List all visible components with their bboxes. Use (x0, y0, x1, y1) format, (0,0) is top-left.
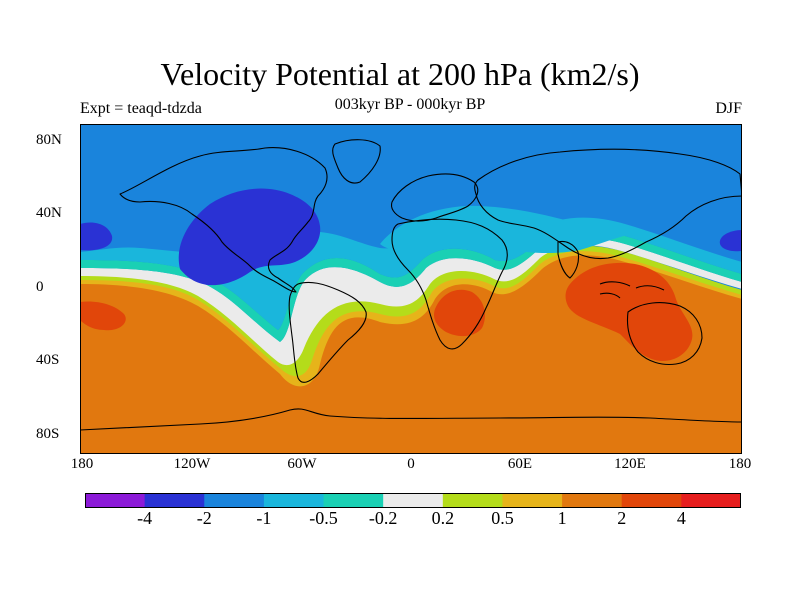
map-frame (80, 124, 742, 454)
colorbar-cell (621, 493, 682, 508)
lon-tick-label: 60E (507, 456, 533, 472)
colorbar-tick-label: 2 (617, 508, 627, 528)
coastline-greenland (332, 139, 381, 184)
green-band (80, 245, 742, 377)
colorbar-cell (204, 493, 265, 508)
coastline-antarctica (80, 408, 742, 431)
colorbar-cell (681, 493, 741, 508)
lon-tick-label: 120E (614, 456, 646, 472)
lat-tick-label: 0 (36, 279, 44, 295)
colorbar-tick-label: 0.2 (431, 508, 455, 528)
lon-tick-label: 180 (70, 456, 94, 472)
lon-tick-label: 0 (407, 456, 415, 472)
colorbar-frame (85, 493, 741, 508)
coastline-australia (626, 302, 703, 366)
lat-tick-label: 80N (36, 132, 62, 148)
negative-blob-west (80, 222, 113, 251)
colorbar-cell (502, 493, 563, 508)
coastline-south-america (288, 281, 367, 383)
colorbar-tick-label: -0.2 (368, 508, 398, 528)
colorbar-tick-label: 1 (557, 508, 567, 528)
lon-tick-label: 60W (287, 456, 317, 472)
lat-tick-label: 40N (36, 205, 62, 221)
colorbar-cell (263, 493, 325, 508)
coastline-north-america (119, 147, 328, 293)
teal-band (80, 229, 742, 342)
neutral-band (80, 237, 742, 366)
lon-tick-label: 120W (173, 456, 211, 472)
light-blue-region (80, 217, 742, 330)
coastline-indonesia (599, 281, 665, 299)
negative-blob-east (719, 230, 742, 252)
plot-title: Velocity Potential at 200 hPa (km2/s) (160, 56, 640, 92)
coastline-asia (474, 148, 742, 260)
season-label: DJF (715, 100, 742, 117)
yellow-band (80, 247, 742, 387)
colorbar-tick-label: 4 (676, 508, 686, 528)
high-positive-region-pacific (80, 301, 126, 331)
colorbar-tick-label: -0.5 (309, 508, 338, 528)
colorbar-cell (562, 493, 623, 508)
coastline-india (557, 240, 580, 279)
high-positive-region-africa (434, 289, 485, 337)
colorbar-tick-label: -1 (256, 508, 272, 528)
colorbar-tick-label: 0.5 (491, 508, 514, 528)
light-blue-wedge (380, 205, 640, 254)
colorbar-tick-label: -2 (196, 508, 212, 528)
coastline-africa (391, 218, 508, 350)
colorbar-cells (85, 493, 741, 508)
colorbar-cell (144, 493, 205, 508)
colorbar-cell (383, 493, 444, 508)
colorbar (85, 493, 741, 508)
time-period-label: 003kyr BP - 000kyr BP (334, 96, 486, 113)
colorbar-cell (442, 493, 503, 508)
lat-tick-label: 40S (36, 352, 60, 368)
colorbar-cell (323, 493, 384, 508)
experiment-label: Expt = teaqd-tdzda (80, 100, 202, 117)
lat-tick-label: 80S (36, 426, 60, 442)
lon-tick-label: 180 (728, 456, 752, 472)
coastline-europe (390, 173, 479, 222)
negative-core-region (178, 188, 321, 286)
velocity-potential-map (80, 124, 742, 454)
coastlines (80, 139, 742, 431)
colorbar-tick-label: -4 (137, 508, 153, 528)
colorbar-cell (85, 493, 146, 508)
